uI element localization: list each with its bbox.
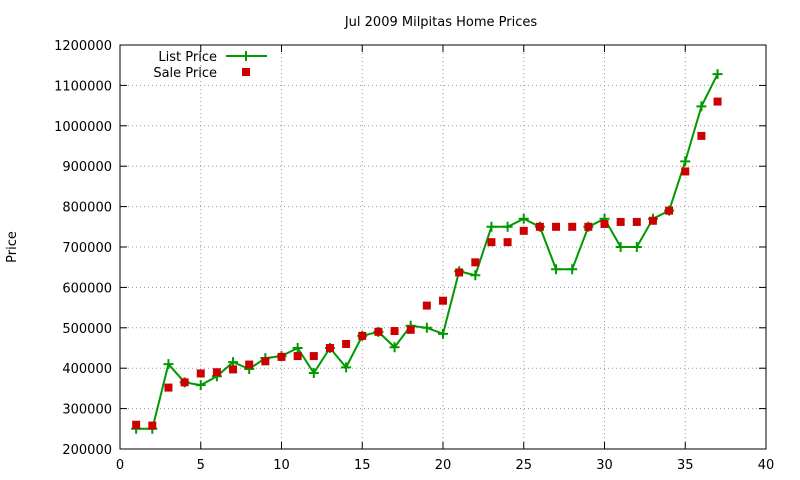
- sale-price-point: [293, 352, 302, 361]
- list-price-point: [712, 69, 723, 80]
- sale-price-point: [358, 331, 367, 340]
- sale-price-point: [632, 217, 641, 226]
- sale-price-point: [503, 238, 512, 247]
- x-tick-label: 20: [435, 458, 452, 473]
- sale-price-point: [455, 268, 464, 277]
- sale-price-point: [261, 357, 270, 366]
- x-tick-label: 35: [677, 458, 694, 473]
- y-tick-label: 700000: [62, 241, 112, 256]
- sale-price-point: [229, 365, 238, 374]
- y-tick-label: 800000: [62, 201, 112, 216]
- x-tick-label: 5: [197, 458, 205, 473]
- sale-price-point: [713, 97, 722, 106]
- list-price-point: [551, 264, 562, 275]
- list-price-point: [195, 380, 206, 391]
- sale-price-point: [665, 206, 674, 215]
- x-tick-label: 30: [596, 458, 613, 473]
- list-price-point: [308, 368, 319, 379]
- list-price-point: [163, 359, 174, 370]
- sale-price-point: [132, 420, 141, 429]
- y-tick-label: 500000: [62, 322, 112, 337]
- list-price-point: [341, 362, 352, 373]
- list-price-line: [136, 73, 719, 430]
- list-price-point: [389, 342, 400, 353]
- series-list-price: [131, 69, 723, 434]
- data-series: [131, 69, 723, 434]
- x-tick-label: 0: [116, 458, 124, 473]
- sale-price-point: [325, 344, 334, 352]
- list-price-point: [292, 343, 303, 353]
- y-tick-label: 1100000: [54, 79, 112, 94]
- sale-price-point: [180, 378, 189, 387]
- sale-price-point: [568, 222, 577, 231]
- x-tick-label: 10: [273, 458, 290, 473]
- y-tick-label: 200000: [62, 443, 112, 458]
- axes: 0 5 10 15 20 25 30 35 40 200000 300000 400000 500000…: [54, 39, 774, 473]
- y-tick-label: 900000: [62, 160, 112, 175]
- list-price-point: [631, 242, 642, 252]
- sale-price-point: [471, 258, 480, 267]
- list-price-point: [438, 328, 448, 339]
- sale-price-point: [487, 238, 496, 247]
- y-tick-label: 300000: [62, 403, 112, 418]
- series-sale-price: [132, 97, 722, 430]
- sale-price-point: [212, 368, 221, 377]
- sale-price-point: [374, 327, 383, 336]
- list-price-point: [518, 213, 529, 224]
- sale-price-point: [148, 421, 157, 430]
- sale-price-point: [600, 219, 609, 228]
- sale-price-point: [342, 339, 351, 348]
- y-tick-label: 1200000: [54, 39, 112, 54]
- list-price-point: [421, 322, 432, 333]
- sale-price-point: [406, 325, 415, 334]
- y-tick-label: 1000000: [54, 120, 112, 135]
- x-tick-label: 25: [515, 458, 532, 473]
- sale-price-point: [439, 296, 447, 305]
- list-price-point: [502, 221, 513, 232]
- sale-price-point: [697, 131, 706, 140]
- list-price-point: [696, 101, 707, 112]
- sale-price-point: [390, 327, 399, 336]
- legend-swatch-marker: [242, 68, 250, 76]
- sale-price-point: [245, 360, 254, 369]
- list-price-point: [615, 242, 626, 252]
- legend-label: List Price: [158, 50, 217, 65]
- sale-price-point: [309, 352, 318, 361]
- list-price-point: [567, 264, 578, 275]
- sale-price-point: [584, 222, 593, 231]
- sale-price-point: [552, 222, 561, 231]
- sale-price-point: [196, 369, 205, 378]
- y-tick-label: 400000: [62, 362, 112, 377]
- legend-swatch-marker: [241, 51, 251, 61]
- sale-price-point: [277, 352, 286, 361]
- sale-price-point: [164, 383, 173, 392]
- legend-label: Sale Price: [153, 66, 217, 81]
- list-price-point: [470, 270, 481, 281]
- list-price-point: [680, 156, 691, 167]
- list-price-point: [486, 221, 497, 232]
- sale-price-point: [422, 301, 431, 310]
- sale-price-point: [535, 222, 544, 231]
- y-axis-label: Price: [5, 231, 20, 263]
- chart-title: Jul 2009 Milpitas Home Prices: [344, 15, 538, 30]
- grid-lines: [120, 45, 766, 449]
- x-tick-label: 15: [354, 458, 371, 473]
- sale-price-point: [519, 226, 528, 235]
- sale-price-point: [681, 167, 690, 176]
- sale-price-point: [648, 216, 657, 225]
- sale-price-point: [616, 217, 625, 226]
- y-tick-label: 600000: [62, 281, 112, 296]
- x-tick-label: 40: [758, 458, 775, 473]
